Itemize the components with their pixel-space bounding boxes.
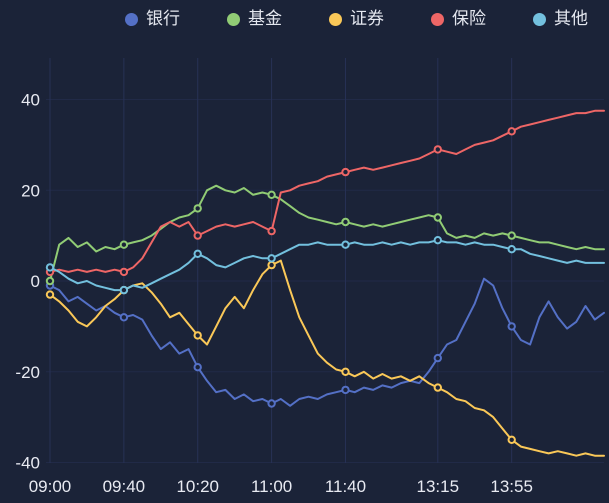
series-marker-fund bbox=[267, 190, 276, 200]
series-marker-other bbox=[341, 240, 350, 249]
series-marker-fund bbox=[193, 204, 202, 213]
series-marker-insurance bbox=[433, 145, 442, 154]
series-marker-fund bbox=[507, 231, 516, 240]
series-line-insurance bbox=[49, 109, 605, 273]
x-axis-label: 09:00 bbox=[29, 477, 72, 496]
series-marker-bank bbox=[267, 399, 276, 408]
series-marker-bank bbox=[507, 322, 516, 331]
legend-label: 基金 bbox=[248, 9, 282, 28]
insurance-legend-dot-icon bbox=[431, 12, 444, 26]
fund-legend-dot-icon bbox=[227, 12, 240, 26]
legend-label: 银行 bbox=[146, 9, 180, 28]
legend-label: 其他 bbox=[554, 9, 588, 28]
series-marker-fund bbox=[433, 213, 442, 222]
series-line-other bbox=[49, 239, 605, 292]
series-marker-insurance bbox=[193, 231, 202, 240]
series-marker-other bbox=[45, 263, 55, 272]
legend-item-securities[interactable]: 证券 bbox=[329, 6, 384, 32]
legend-label: 保险 bbox=[452, 9, 486, 28]
x-axis-label: 10:20 bbox=[176, 477, 219, 496]
legend-item-bank[interactable]: 银行 bbox=[125, 6, 180, 32]
legend-item-other[interactable]: 其他 bbox=[533, 6, 588, 32]
series-marker-other bbox=[433, 236, 442, 245]
y-axis-label: -40 bbox=[15, 454, 40, 473]
y-axis-label: 40 bbox=[21, 91, 40, 110]
series-marker-securities bbox=[341, 367, 350, 376]
series-marker-securities bbox=[433, 383, 442, 392]
series-marker-bank bbox=[119, 313, 129, 322]
series-marker-insurance bbox=[341, 167, 350, 177]
series-marker-other bbox=[507, 245, 516, 254]
series-marker-securities bbox=[193, 331, 202, 340]
series-marker-insurance bbox=[267, 226, 276, 236]
x-axis-label: 11:00 bbox=[251, 477, 292, 496]
series-marker-fund bbox=[341, 217, 350, 227]
series-marker-bank bbox=[341, 385, 350, 395]
other-legend-dot-icon bbox=[533, 12, 546, 26]
securities-legend-dot-icon bbox=[329, 12, 342, 26]
series-marker-other bbox=[119, 285, 129, 295]
y-axis-label: 20 bbox=[21, 181, 40, 200]
x-axis-label: 13:55 bbox=[490, 477, 533, 496]
series-line-securities bbox=[49, 259, 605, 457]
x-axis-label: 13:15 bbox=[417, 477, 460, 496]
y-axis-label: -20 bbox=[15, 363, 40, 382]
series-marker-other bbox=[267, 254, 276, 263]
series-marker-insurance bbox=[507, 127, 516, 136]
series-marker-insurance bbox=[119, 267, 129, 277]
series-line-bank bbox=[49, 277, 605, 407]
legend-item-insurance[interactable]: 保险 bbox=[431, 6, 486, 32]
bank-legend-dot-icon bbox=[125, 12, 138, 26]
series-marker-securities bbox=[45, 290, 55, 299]
chart-legend: 银行 基金 证券 保险 其他 bbox=[125, 6, 588, 32]
y-axis-label: 0 bbox=[31, 272, 40, 291]
x-axis-label: 09:40 bbox=[103, 477, 146, 496]
legend-label: 证券 bbox=[350, 9, 384, 28]
series-marker-securities bbox=[267, 260, 276, 270]
series-marker-securities bbox=[507, 435, 516, 444]
legend-item-fund[interactable]: 基金 bbox=[227, 6, 282, 32]
series-marker-fund bbox=[45, 276, 55, 286]
series-marker-bank bbox=[433, 353, 442, 363]
series-marker-other bbox=[193, 249, 202, 259]
series-marker-bank bbox=[193, 363, 202, 372]
series-marker-fund bbox=[119, 240, 129, 249]
x-axis-label: 11:40 bbox=[325, 477, 366, 496]
